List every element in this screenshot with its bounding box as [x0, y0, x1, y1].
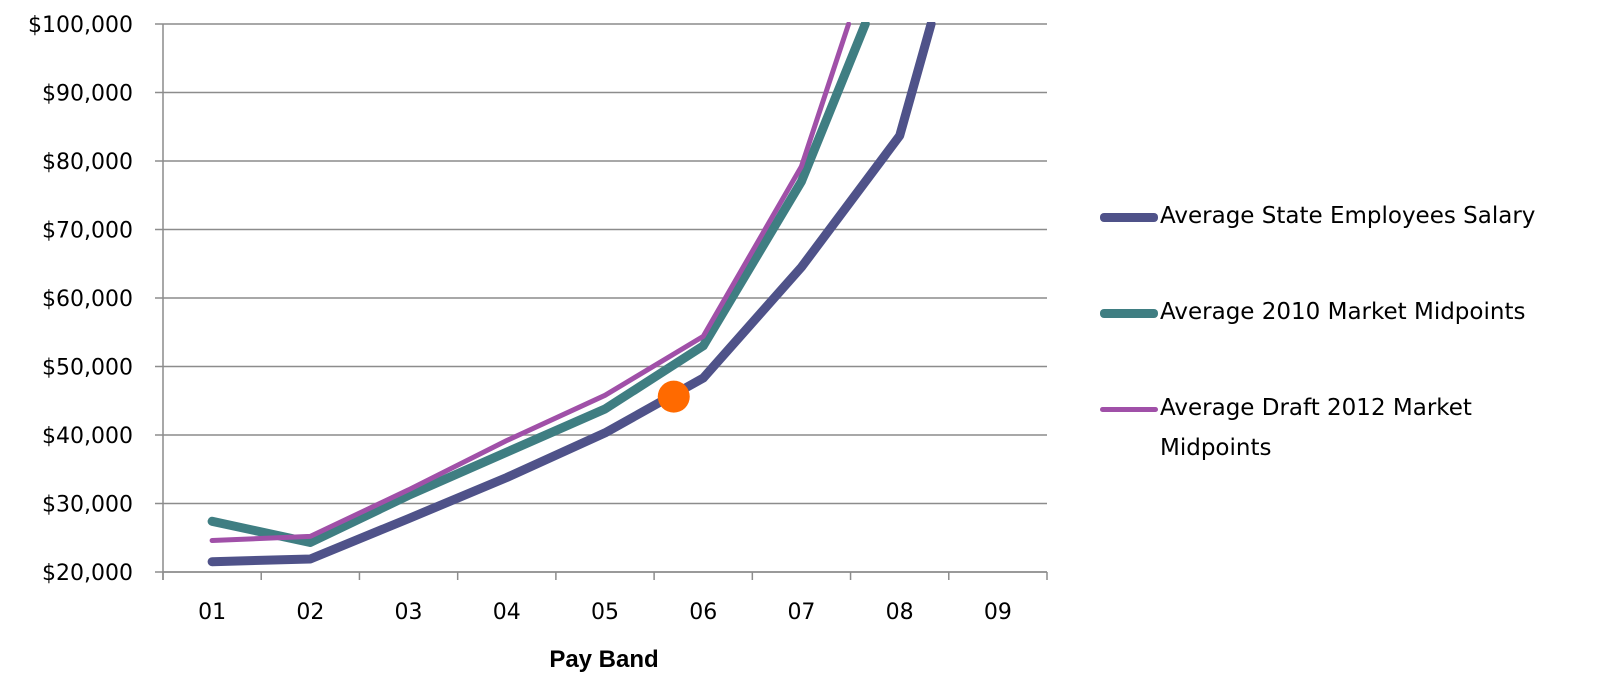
highlight-marker	[657, 380, 690, 413]
y-tick-label: $20,000	[42, 561, 133, 586]
y-tick-label: $40,000	[42, 424, 133, 449]
gridlines	[163, 23, 1047, 573]
series-line-2012-midpoints	[209, 22, 852, 543]
legend-swatch-state-salary	[1100, 213, 1158, 222]
x-tick-label: 02	[296, 600, 324, 625]
x-tick-label: 01	[198, 600, 226, 625]
markers	[657, 380, 690, 413]
legend-swatch-2010-midpoints	[1100, 309, 1158, 318]
y-tick-label: $50,000	[42, 356, 133, 381]
legend-item-state-salary: Average State Employees Salary	[1100, 196, 1600, 236]
x-tick-label: 08	[886, 600, 914, 625]
x-tick-labels: 01 02 03 04 05 06 07 08 09	[198, 600, 1012, 625]
legend-label-state-salary: Average State Employees Salary	[1160, 203, 1536, 229]
legend-swatch-2012-midpoints	[1100, 407, 1158, 412]
series-line-2010-midpoints	[207, 22, 870, 547]
legend-label-2010-midpoints: Average 2010 Market Midpoints	[1160, 299, 1526, 325]
x-tick-label: 03	[395, 600, 423, 625]
x-tick-label: 06	[689, 600, 717, 625]
x-tick-label: 09	[984, 600, 1012, 625]
x-axis	[155, 23, 1048, 580]
y-tick-label: $70,000	[42, 219, 133, 244]
series-line-state-salary	[207, 22, 936, 567]
legend-item-2012-midpoints: Average Draft 2012 Market Midpoints	[1100, 388, 1540, 468]
y-tick-label: $90,000	[42, 82, 133, 107]
y-tick-label: $30,000	[42, 493, 133, 518]
y-tick-label: $60,000	[42, 287, 133, 312]
y-tick-label: $100,000	[28, 13, 133, 38]
x-tick-label: 07	[787, 600, 815, 625]
x-axis-title: Pay Band	[549, 646, 658, 673]
y-tick-label: $80,000	[42, 150, 133, 175]
x-tick-label: 05	[591, 600, 619, 625]
legend-item-2010-midpoints: Average 2010 Market Midpoints	[1100, 292, 1600, 332]
legend-label-2012-midpoints: Average Draft 2012 Market Midpoints	[1160, 395, 1472, 461]
legend: Average State Employees Salary Average 2…	[1100, 196, 1600, 468]
x-tick-label: 04	[493, 600, 521, 625]
series-lines	[207, 22, 936, 567]
y-tick-labels: $20,000 $30,000 $40,000 $50,000 $60,000 $70,0…	[28, 13, 133, 586]
